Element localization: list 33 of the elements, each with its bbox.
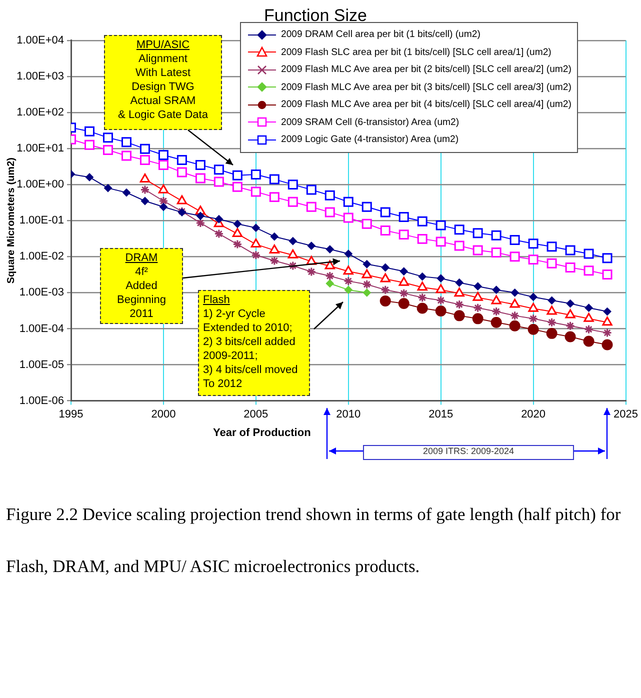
y-tick-label: 1.00E-01 bbox=[19, 214, 64, 227]
x-tick-label: 2025 bbox=[614, 408, 638, 420]
y-tick-label: 1.00E-06 bbox=[19, 394, 64, 407]
y-tick-label: 1.00E+04 bbox=[16, 34, 64, 46]
legend-label: 2009 Flash SLC area per bit (1 bits/cell) [SLC cell area/1] (um2) bbox=[281, 46, 552, 58]
y-tick-label: 1.00E-04 bbox=[19, 322, 64, 335]
y-tick-label: 1.00E-03 bbox=[19, 286, 64, 299]
y-tick-label: 1.00E-05 bbox=[19, 358, 64, 371]
legend-label: 2009 Flash MLC Ave area per bit (4 bits/cell) [SLC cell area/4] (um2) bbox=[281, 99, 572, 110]
legend-label: 2009 Logic Gate (4-transistor) Area (um2) bbox=[281, 134, 459, 146]
legend-label: 2009 Flash MLC Ave area per bit (2 bits/cell) [SLC cell area/2] (um2) bbox=[281, 64, 572, 76]
annotation: DRAM 4f² Added Beginning 2011 bbox=[100, 248, 183, 324]
text: 2009 ITRS: 2009-2024 bbox=[363, 445, 574, 460]
y-tick-label: 1.00E+02 bbox=[16, 106, 64, 119]
y-tick-label: 1.00E+00 bbox=[16, 178, 64, 191]
x-tick-label: 1995 bbox=[58, 408, 84, 420]
legend-label: 2009 SRAM Cell (6-transistor) Area (um2) bbox=[281, 116, 460, 128]
x-tick-label: 2010 bbox=[336, 408, 361, 420]
y-axis-title: Square Micrometers (um2) bbox=[6, 158, 17, 284]
legend-label: 2009 DRAM Cell area per bit (1 bits/cell) (um2) bbox=[281, 29, 480, 40]
text: Figure 2.2 Device scaling projection trend shown in terms of gate length (half pitch) for Flash, DRAM, and MPU/ ASIC microelectronics products. bbox=[6, 504, 621, 576]
chart-title: Function Size bbox=[264, 6, 367, 25]
x-tick-label: 2005 bbox=[244, 408, 268, 420]
y-tick-label: 1.00E+01 bbox=[16, 142, 64, 155]
x-tick-label: 2015 bbox=[428, 408, 454, 420]
annotation: MPU/ASIC Alignment With Latest Design TWG Actual SRAM & Logic Gate Data bbox=[104, 35, 222, 130]
x-axis-title: Year of Production bbox=[213, 427, 311, 439]
legend-label: 2009 Flash MLC Ave area per bit (3 bits/cell) [SLC cell area/3] (um2) bbox=[281, 82, 572, 93]
annotation: Flash 1) 2-yr Cycle Extended to 2010; 2) 3 bits/cell added 2009-2011; 3) 4 bits/cell moved To 2012 bbox=[198, 290, 310, 396]
x-tick-label: 2020 bbox=[521, 408, 546, 420]
y-tick-label: 1.00E+03 bbox=[16, 70, 64, 82]
x-tick-label: 2000 bbox=[151, 408, 176, 420]
y-tick-label: 1.00E-02 bbox=[19, 250, 64, 263]
